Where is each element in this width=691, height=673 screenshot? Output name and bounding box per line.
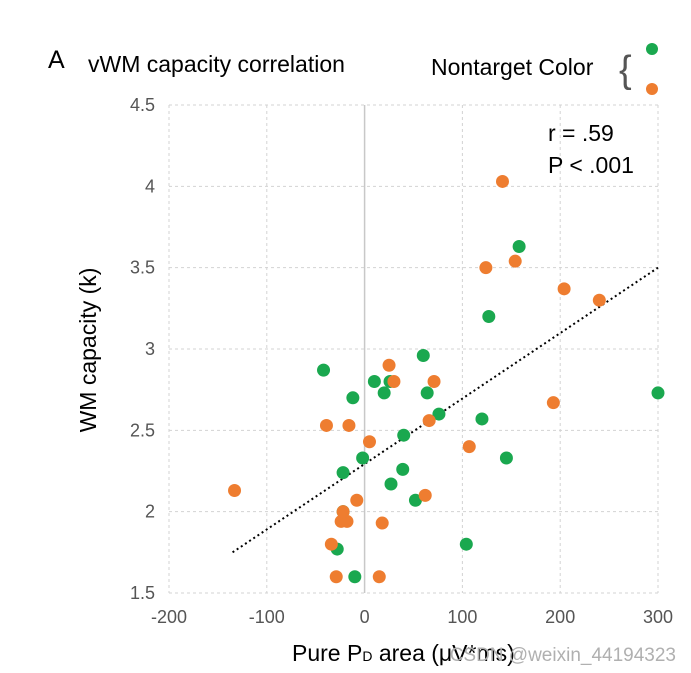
point-green (397, 428, 411, 442)
panel-label: A (48, 46, 65, 74)
point-orange (546, 396, 560, 410)
x-tick-label: 200 (545, 607, 575, 627)
point-green (475, 412, 489, 426)
point-green (377, 386, 391, 400)
point-orange (479, 261, 493, 275)
point-orange (329, 570, 343, 584)
point-green (482, 309, 496, 323)
point-orange (462, 440, 476, 454)
point-orange (340, 514, 354, 528)
legend-green-dot (646, 43, 658, 55)
x-tick-label: 100 (447, 607, 477, 627)
point-green (499, 451, 513, 465)
point-orange (228, 484, 242, 498)
point-orange (362, 435, 376, 449)
point-orange (372, 570, 386, 584)
point-green (459, 537, 473, 551)
point-green (346, 391, 360, 405)
point-orange (324, 537, 338, 551)
legend-brace: { (619, 49, 632, 91)
point-orange (422, 414, 436, 428)
point-green (367, 375, 381, 389)
trendline (232, 266, 659, 554)
chart-title: vWM capacity correlation (88, 51, 345, 77)
point-orange (387, 375, 401, 389)
y-tick-label: 1.5 (130, 583, 155, 603)
point-orange (350, 493, 364, 507)
point-orange (418, 488, 432, 502)
point-orange (319, 418, 333, 432)
y-tick-label: 2.5 (130, 420, 155, 440)
grid (168, 104, 659, 594)
point-green (512, 240, 526, 254)
point-green (384, 477, 398, 491)
point-green (408, 493, 422, 507)
x-tick-label: -200 (151, 607, 187, 627)
point-green (651, 386, 665, 400)
y-tick-label: 4 (145, 176, 155, 196)
watermark: CSDN @weixin_44194323 (450, 645, 676, 666)
point-green (420, 386, 434, 400)
point-green (348, 570, 362, 584)
stat-p: P < .001 (548, 152, 634, 178)
point-orange (342, 418, 356, 432)
point-orange (427, 375, 441, 389)
point-green (432, 407, 446, 421)
x-tick-label: 0 (360, 607, 370, 627)
x-tick-label: -100 (249, 607, 285, 627)
point-green (336, 466, 350, 480)
y-tick-label: 2 (145, 502, 155, 522)
point-green (396, 462, 410, 476)
point-green (317, 363, 331, 377)
axes: 1.5 2 2.5 3 3.5 4 4.5 -200 -100 0 100 200 300 (130, 95, 673, 627)
point-orange (336, 505, 350, 519)
point-orange (508, 254, 522, 268)
trendline-group (232, 266, 659, 554)
point-orange (592, 293, 606, 307)
y-tick-label: 3 (145, 339, 155, 359)
point-orange (375, 516, 389, 530)
y-axis-label: WM capacity (k) (75, 268, 101, 433)
point-orange (557, 282, 571, 296)
y-tick-label: 4.5 (130, 95, 155, 115)
point-green (416, 349, 430, 363)
legend-title: Nontarget Color (431, 54, 594, 80)
point-orange (382, 358, 396, 372)
legend-orange-dot (646, 83, 658, 95)
y-tick-label: 3.5 (130, 258, 155, 278)
point-orange (495, 174, 509, 188)
data-points (228, 174, 665, 584)
x-tick-label: 300 (643, 607, 673, 627)
point-green (356, 451, 370, 465)
x-axis-label: Pure PD area (μV*ms) (292, 640, 515, 666)
stat-r: r = .59 (548, 120, 614, 146)
